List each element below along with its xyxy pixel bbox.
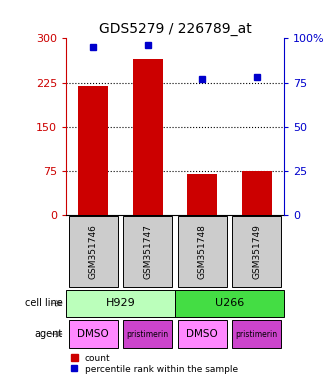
Bar xyxy=(69,216,118,287)
Bar xyxy=(133,59,163,215)
Title: GDS5279 / 226789_at: GDS5279 / 226789_at xyxy=(99,22,251,36)
Text: GSM351746: GSM351746 xyxy=(89,224,98,279)
Bar xyxy=(123,320,172,348)
Text: GSM351748: GSM351748 xyxy=(198,224,207,279)
Bar xyxy=(178,216,227,287)
Text: H929: H929 xyxy=(106,298,135,308)
Bar xyxy=(78,86,108,215)
Bar xyxy=(69,320,118,348)
Text: DMSO: DMSO xyxy=(186,329,218,339)
Text: pristimerin: pristimerin xyxy=(127,329,169,339)
Text: agent: agent xyxy=(34,329,63,339)
Text: pristimerin: pristimerin xyxy=(236,329,278,339)
Text: cell line: cell line xyxy=(25,298,63,308)
Text: U266: U266 xyxy=(215,298,244,308)
Bar xyxy=(178,320,227,348)
Bar xyxy=(66,290,175,317)
Bar xyxy=(242,171,272,215)
Bar xyxy=(187,174,217,215)
Text: GSM351749: GSM351749 xyxy=(252,224,261,279)
Bar xyxy=(232,320,281,348)
Text: DMSO: DMSO xyxy=(77,329,109,339)
Bar xyxy=(175,290,284,317)
Bar xyxy=(123,216,172,287)
Text: GSM351747: GSM351747 xyxy=(143,224,152,279)
Bar xyxy=(232,216,281,287)
Legend: count, percentile rank within the sample: count, percentile rank within the sample xyxy=(71,354,238,374)
